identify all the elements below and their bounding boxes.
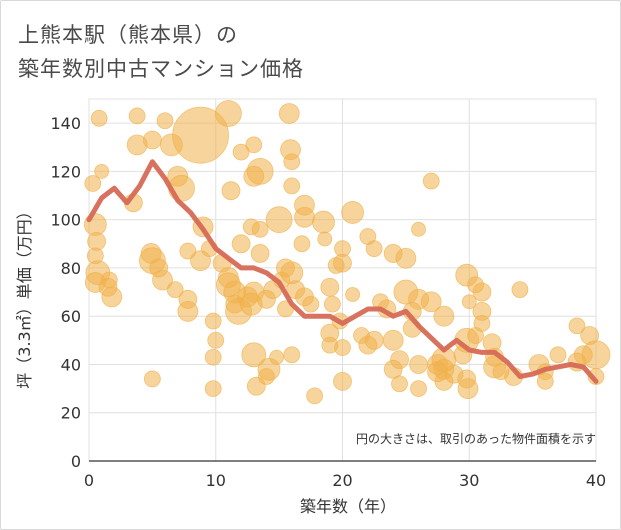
bubble-point bbox=[242, 218, 260, 236]
bubble-point bbox=[536, 372, 554, 390]
bubble-point bbox=[94, 163, 110, 179]
x-tick-label: 40 bbox=[586, 471, 606, 490]
y-tick-label: 80 bbox=[61, 259, 81, 278]
x-axis-title: 築年数（年） bbox=[300, 497, 396, 516]
bubble-point bbox=[243, 165, 265, 187]
bubble-point bbox=[391, 375, 408, 393]
price-trend-line bbox=[86, 159, 599, 384]
bubble-point bbox=[142, 130, 162, 150]
y-tick-label: 20 bbox=[61, 404, 81, 423]
bubble-point bbox=[232, 143, 250, 161]
bubble-point bbox=[422, 172, 440, 190]
bubble-point bbox=[568, 317, 586, 335]
bubble-point bbox=[365, 240, 383, 258]
bubble-point bbox=[278, 103, 300, 124]
x-tick-labels: 0 10 20 30 40 bbox=[84, 471, 606, 490]
bubble-point bbox=[317, 231, 333, 247]
bubble-size-note: 円の大きさは、取引のあった物件面積を示す bbox=[356, 431, 596, 446]
bubble-series bbox=[83, 100, 611, 405]
chart-title-line2: 築年数別中古マンション価格 bbox=[18, 57, 304, 81]
bubble-point bbox=[265, 206, 293, 234]
bubble-point bbox=[156, 112, 174, 130]
y-tick-labels: 0 20 40 60 80 100 120 140 bbox=[50, 114, 81, 471]
bubble-point bbox=[101, 286, 123, 308]
bubble-point bbox=[581, 340, 611, 370]
bubble-point bbox=[461, 294, 477, 310]
bubble-point bbox=[302, 295, 320, 313]
y-tick-label: 100 bbox=[50, 211, 81, 230]
bubble-point bbox=[312, 210, 335, 234]
bubble-point bbox=[258, 368, 275, 385]
bubble-point bbox=[269, 349, 284, 365]
bubble-point bbox=[250, 244, 270, 263]
x-tick-label: 0 bbox=[84, 471, 94, 490]
bubble-point bbox=[283, 177, 301, 195]
x-tick-label: 10 bbox=[206, 471, 226, 490]
x-tick-label: 30 bbox=[459, 471, 479, 490]
bubble-point bbox=[90, 109, 108, 127]
bubble-point bbox=[364, 330, 384, 350]
bubble-point bbox=[333, 253, 352, 273]
bubble-point bbox=[382, 329, 404, 351]
bubble-point bbox=[221, 181, 241, 201]
chart-title-line1: 上熊本駅（熊本県）の bbox=[18, 23, 238, 47]
bubble-point bbox=[457, 378, 479, 400]
bubble-point bbox=[241, 342, 267, 368]
bubble-point bbox=[323, 295, 341, 313]
bubble-point bbox=[395, 247, 417, 269]
bubble-point bbox=[177, 300, 199, 322]
bubble-point bbox=[472, 282, 492, 302]
bubble-point bbox=[420, 291, 442, 313]
bubble-point bbox=[231, 234, 251, 254]
bubble-point bbox=[204, 312, 222, 330]
y-tick-label: 120 bbox=[50, 162, 81, 181]
bubble-point bbox=[345, 287, 361, 302]
bubble-point bbox=[215, 100, 242, 127]
bubble-point bbox=[166, 281, 184, 299]
bubble-point bbox=[341, 201, 365, 224]
y-tick-label: 140 bbox=[50, 114, 81, 133]
bubble-point bbox=[333, 371, 352, 391]
bubble-point bbox=[306, 387, 324, 405]
bubble-point bbox=[409, 355, 428, 374]
bubble-point bbox=[283, 153, 301, 171]
bubble-point bbox=[294, 206, 315, 228]
bubble-point bbox=[207, 331, 225, 349]
bubble-point bbox=[100, 271, 118, 289]
bubble-point bbox=[549, 346, 567, 364]
bubble-point bbox=[280, 261, 304, 285]
y-tick-label: 60 bbox=[61, 307, 81, 326]
y-tick-label: 0 bbox=[71, 452, 81, 471]
bubble-point bbox=[143, 370, 161, 388]
bubble-point bbox=[204, 380, 222, 398]
y-tick-label: 40 bbox=[61, 355, 81, 374]
bubble-point bbox=[320, 277, 340, 297]
bubble-point bbox=[511, 281, 529, 299]
y-axis-title: 坪（3.3㎡）単価（万円） bbox=[15, 203, 34, 388]
bubble-point bbox=[172, 106, 229, 164]
bubble-point bbox=[283, 346, 301, 364]
bubble-point bbox=[152, 269, 173, 291]
bubble-point bbox=[245, 136, 263, 154]
bubble-point bbox=[433, 305, 455, 327]
bubble-point bbox=[411, 221, 426, 237]
bubble-point bbox=[204, 348, 222, 366]
bubble-point bbox=[128, 107, 146, 125]
x-tick-label: 20 bbox=[332, 471, 352, 490]
bubble-point bbox=[84, 175, 102, 192]
bubble-point bbox=[334, 339, 351, 356]
bubble-point bbox=[293, 235, 311, 253]
bubble-point bbox=[410, 380, 427, 398]
bubble-point bbox=[473, 315, 491, 332]
